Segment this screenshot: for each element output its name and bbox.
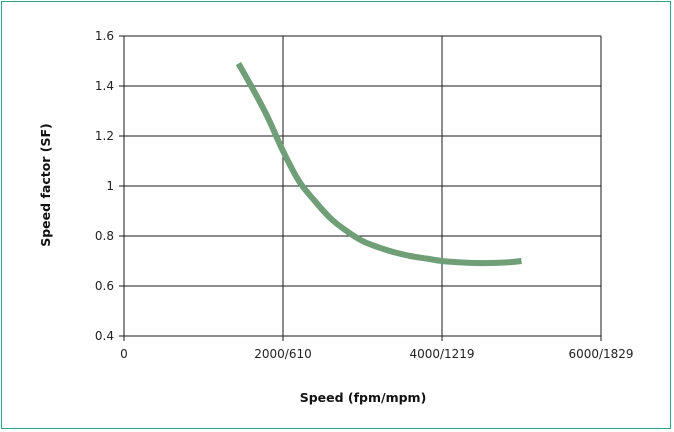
speed-factor-curve	[235, 62, 522, 267]
grid-lines	[119, 35, 602, 341]
y-tick-label: 0.4	[95, 329, 114, 343]
y-tick-label: 1.4	[95, 79, 114, 93]
y-tick-label: 1.6	[95, 29, 114, 43]
y-tick-label: 0.8	[95, 229, 114, 243]
x-tick-label: 2000/610	[254, 347, 312, 361]
x-tick-label: 4000/1219	[409, 347, 474, 361]
x-axis-title: Speed (fpm/mpm)	[300, 390, 427, 405]
y-tick-label: 1.2	[95, 129, 114, 143]
x-tick-label: 6000/1829	[568, 347, 633, 361]
x-tick-label: 0	[120, 347, 128, 361]
tick-labels: 0.4 0.6 0.8 1 1.2 1.4 1.6 0 2000/610 4000/1219 600…	[95, 29, 634, 361]
y-tick-label: 1	[106, 179, 114, 193]
y-axis-title: Speed factor (SF)	[38, 123, 53, 247]
y-tick-label: 0.6	[95, 279, 114, 293]
plot-lines	[235, 62, 522, 267]
